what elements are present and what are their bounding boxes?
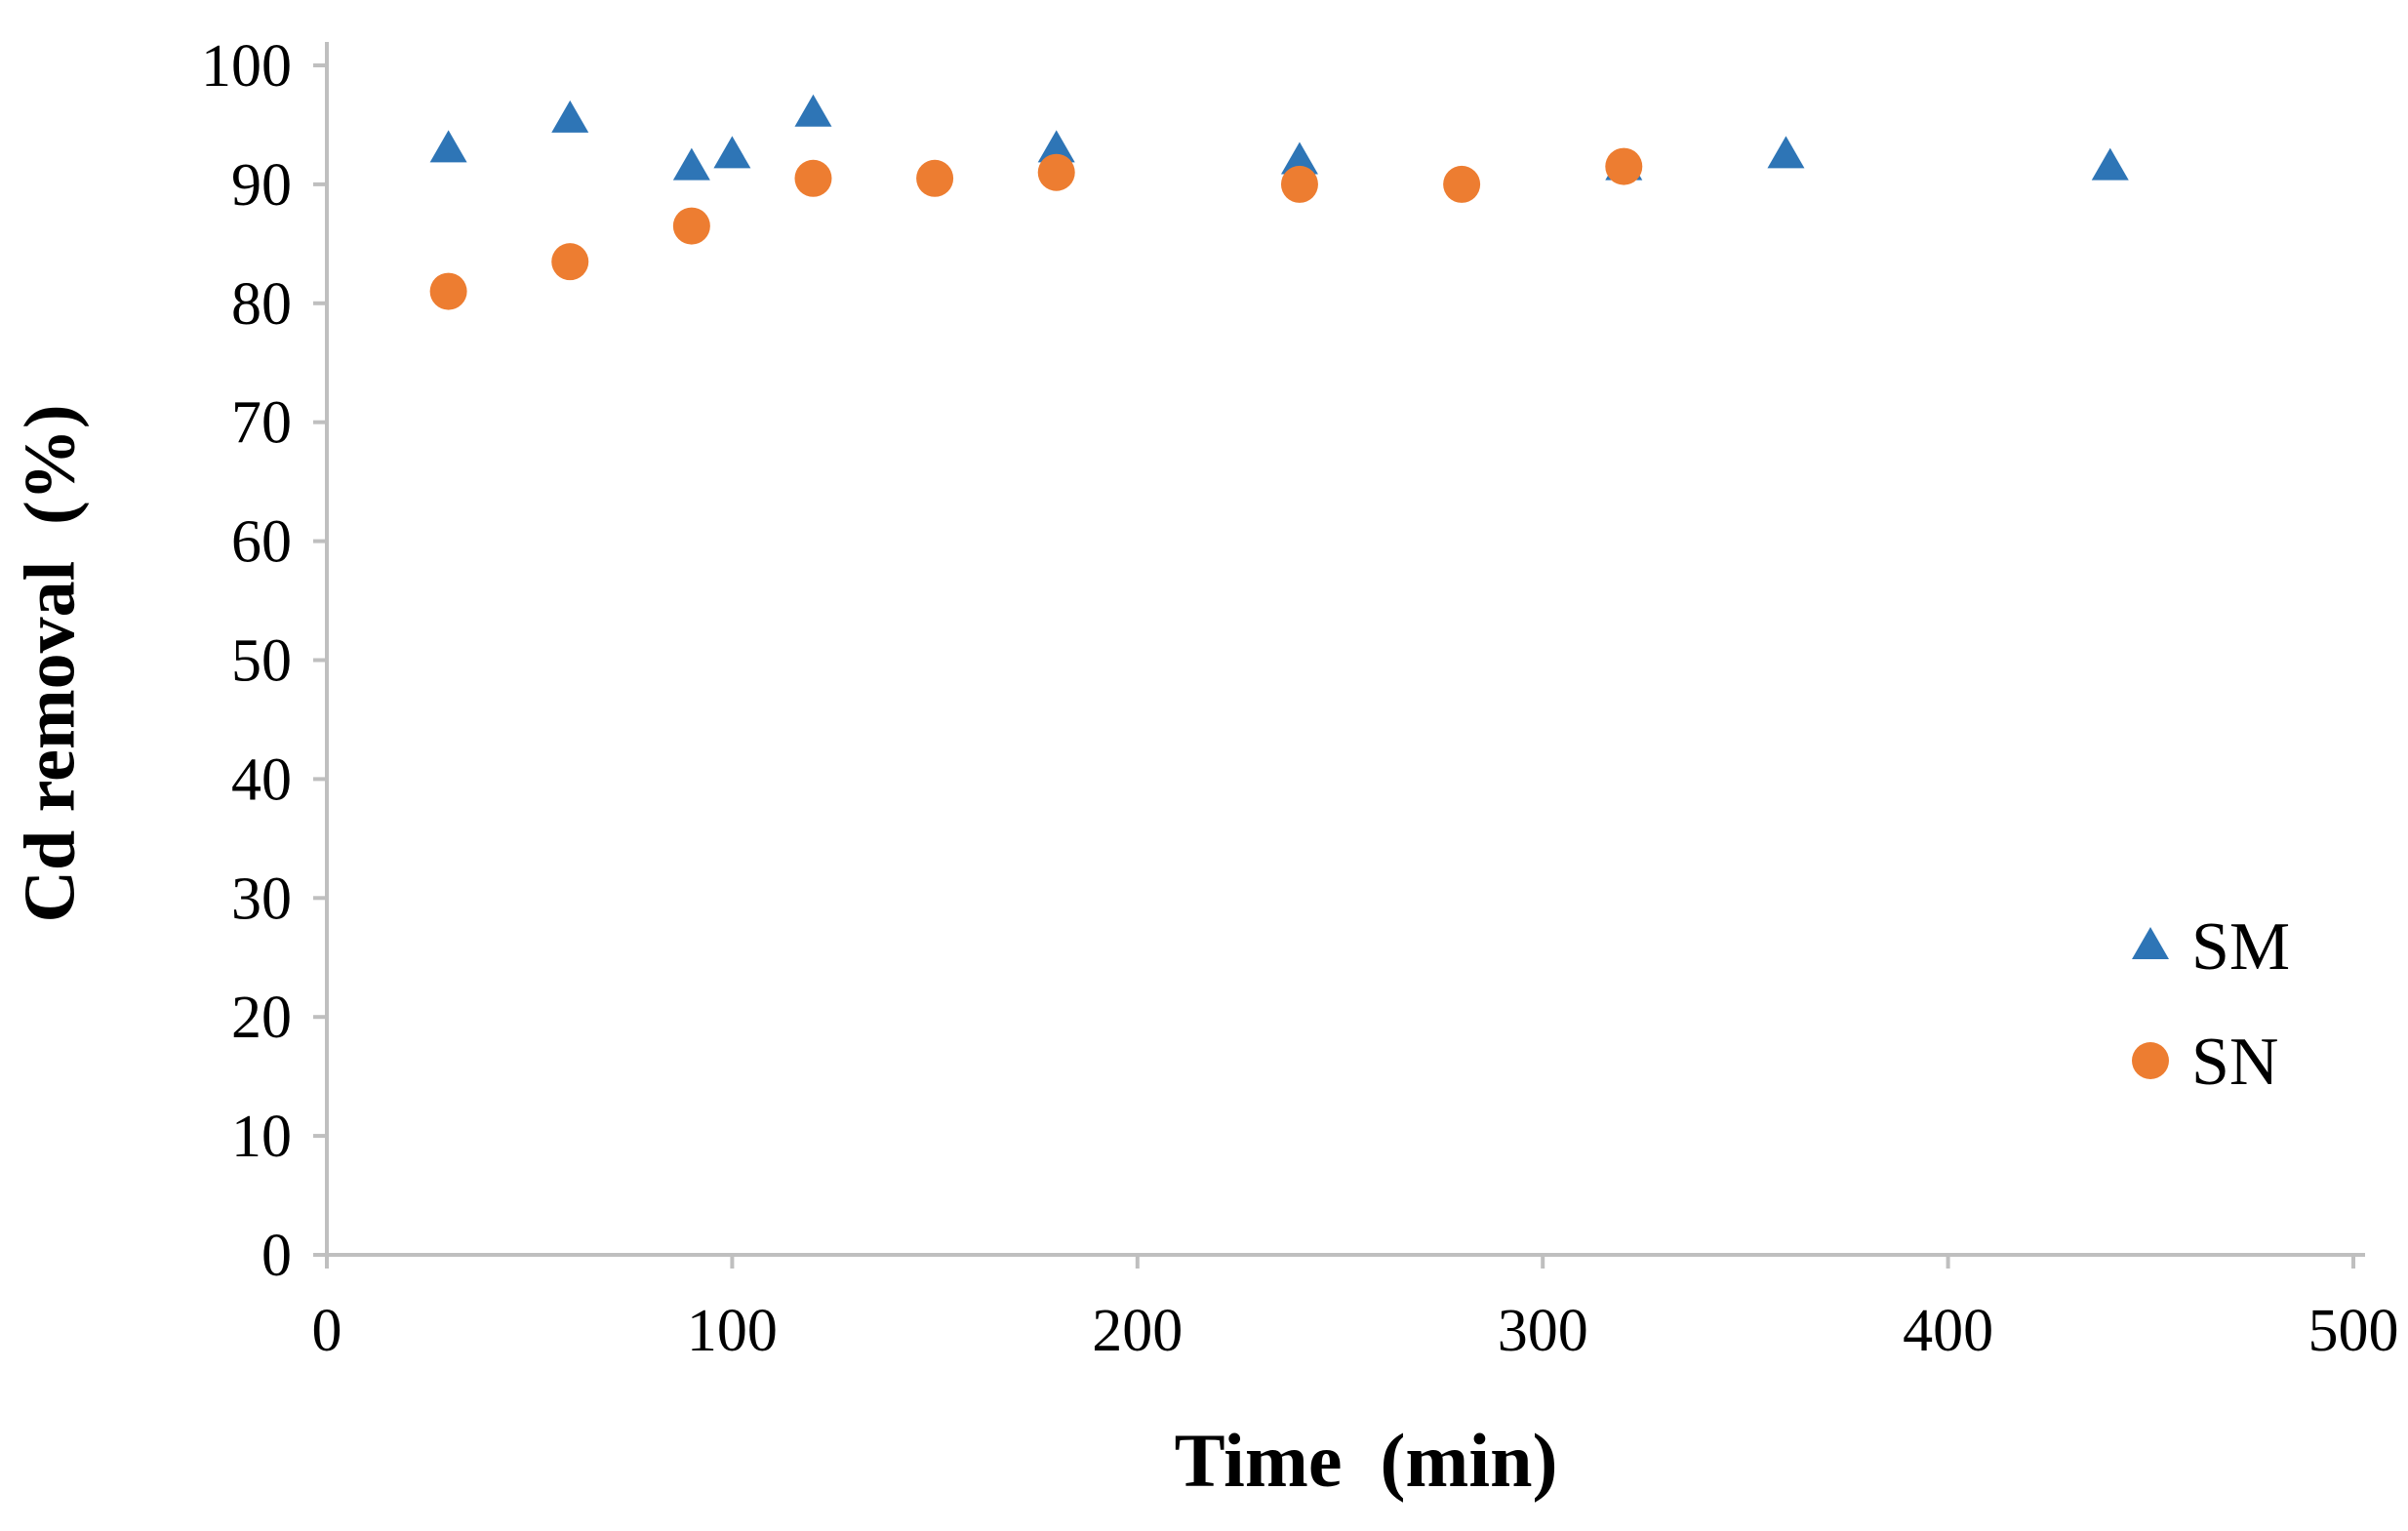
x-axis-title: Time (min) bbox=[1174, 1418, 1558, 1503]
data-point-SN bbox=[1443, 165, 1481, 203]
x-tick-label: 0 bbox=[312, 1298, 342, 1364]
x-tick-label: 300 bbox=[1498, 1298, 1588, 1364]
data-point-SM bbox=[713, 136, 751, 169]
y-tick-label: 10 bbox=[231, 1104, 292, 1170]
data-point-SM bbox=[1767, 136, 1805, 169]
data-point-SN bbox=[916, 159, 954, 197]
data-point-SN bbox=[429, 272, 467, 310]
data-point-SM bbox=[551, 100, 589, 133]
y-tick-label: 20 bbox=[231, 985, 292, 1051]
y-axis-title: Cd removal (%) bbox=[10, 404, 91, 923]
data-point-SN bbox=[1037, 153, 1075, 191]
y-tick-label: 40 bbox=[231, 746, 292, 813]
x-tick-label: 500 bbox=[2308, 1298, 2399, 1364]
y-tick-label: 90 bbox=[231, 152, 292, 219]
data-point-SM bbox=[429, 130, 467, 163]
data-point-SM bbox=[794, 94, 832, 127]
y-tick-label: 30 bbox=[231, 866, 292, 932]
y-tick-label: 50 bbox=[231, 628, 292, 695]
x-tick-label: 400 bbox=[1903, 1298, 1993, 1364]
y-tick-label: 80 bbox=[231, 271, 292, 338]
legend-marker-SN bbox=[2132, 1042, 2169, 1079]
y-tick-label: 100 bbox=[201, 33, 292, 100]
data-point-SN bbox=[794, 159, 832, 197]
y-tick-label: 60 bbox=[231, 509, 292, 576]
y-tick-label: 70 bbox=[231, 390, 292, 457]
data-point-SM bbox=[1037, 130, 1075, 163]
data-point-SN bbox=[672, 207, 710, 245]
data-point-SM bbox=[1280, 141, 1318, 175]
y-tick-label: 0 bbox=[261, 1223, 292, 1289]
data-point-SM bbox=[2091, 147, 2129, 181]
data-point-SN bbox=[1280, 165, 1318, 203]
legend-label-SN: SN bbox=[2191, 1025, 2278, 1100]
x-tick-label: 100 bbox=[687, 1298, 778, 1364]
data-point-SM bbox=[672, 147, 710, 181]
data-point-SN bbox=[551, 243, 589, 281]
legend-label-SM: SM bbox=[2191, 909, 2290, 985]
x-tick-label: 200 bbox=[1092, 1298, 1183, 1364]
data-point-SN bbox=[1605, 147, 1643, 185]
legend-marker-SM bbox=[2132, 927, 2169, 959]
